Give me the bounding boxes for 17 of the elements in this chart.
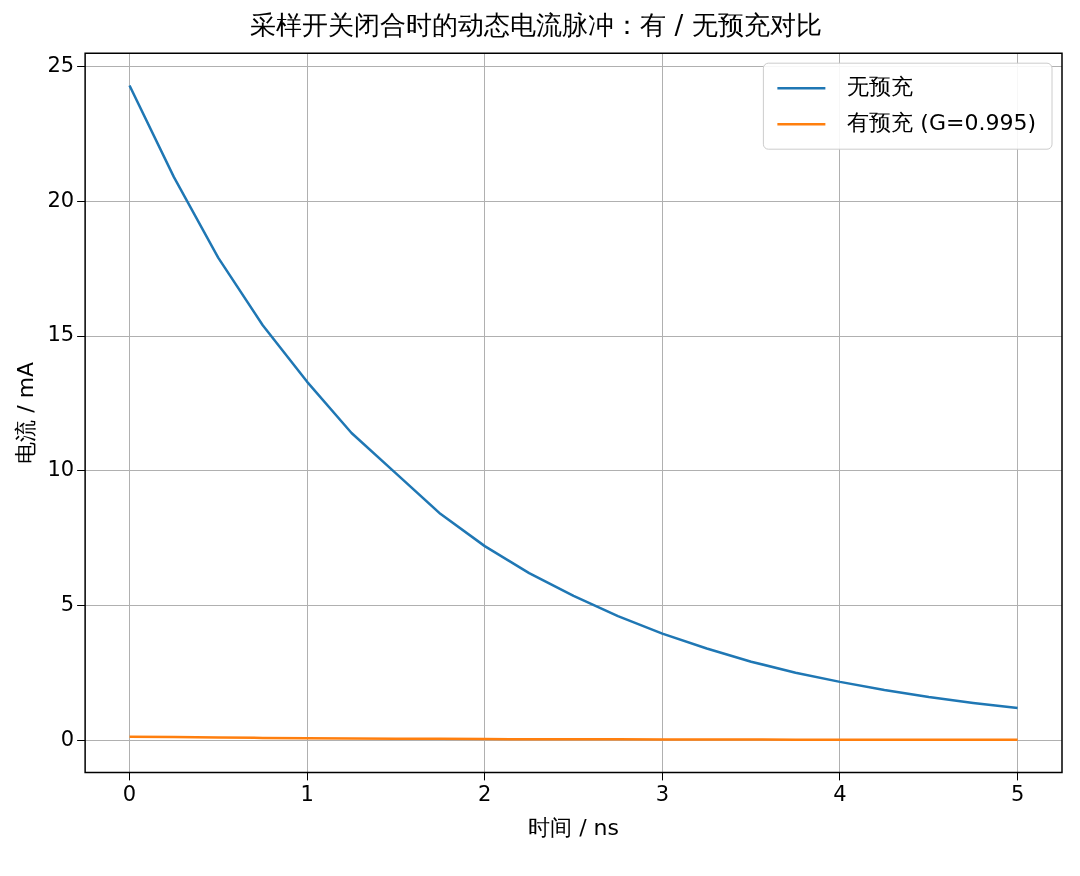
chart-title: 采样开关闭合时的动态电流脉冲：有 / 无预充对比 bbox=[250, 10, 822, 41]
legend-label: 无预充 bbox=[847, 73, 914, 99]
x-tick-label: 4 bbox=[833, 782, 847, 807]
x-tick-label: 0 bbox=[122, 782, 137, 807]
y-tick-label: 25 bbox=[47, 53, 75, 78]
legend-label: 有预充 (G=0.995) bbox=[847, 109, 1036, 135]
y-tick-label: 15 bbox=[47, 322, 75, 347]
y-tick-label: 0 bbox=[60, 726, 75, 751]
y-tick-label: 20 bbox=[47, 187, 75, 212]
x-tick-label: 5 bbox=[1010, 782, 1025, 807]
x-tick-label: 3 bbox=[655, 782, 670, 807]
x-tick-label: 2 bbox=[478, 782, 492, 807]
y-axis-title: 电流 / mA bbox=[12, 361, 38, 464]
y-tick-label: 5 bbox=[60, 591, 75, 616]
y-tick-label: 10 bbox=[47, 457, 75, 482]
x-axis-title: 时间 / ns bbox=[528, 814, 619, 840]
x-tick-label: 1 bbox=[300, 782, 314, 807]
